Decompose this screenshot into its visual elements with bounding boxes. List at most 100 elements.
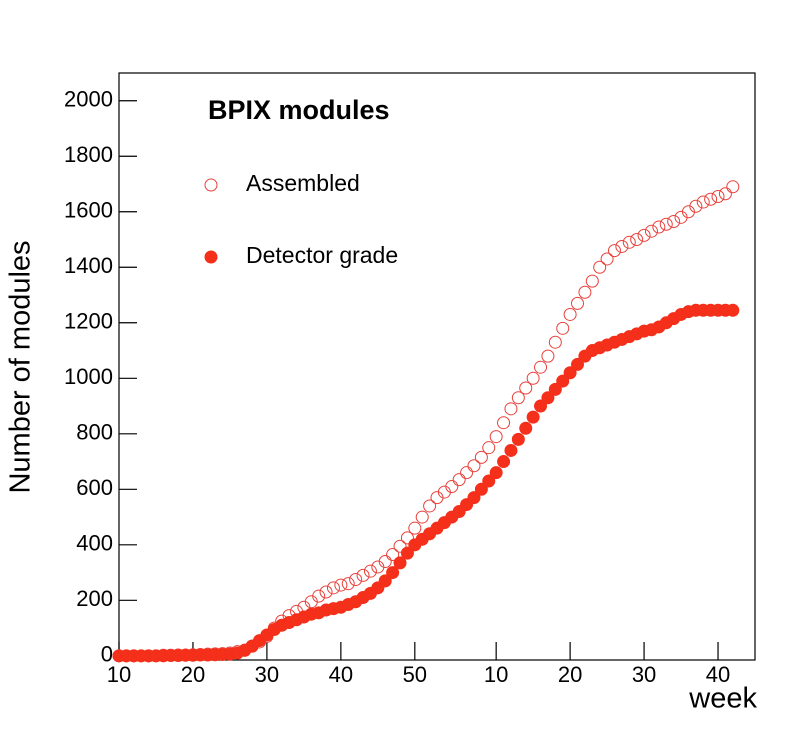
x-axis-label: week bbox=[688, 683, 757, 715]
marker bbox=[312, 589, 326, 603]
marker bbox=[541, 391, 555, 405]
marker bbox=[644, 224, 658, 238]
marker bbox=[393, 539, 407, 553]
marker bbox=[659, 217, 673, 231]
marker bbox=[652, 220, 666, 234]
marker bbox=[400, 546, 414, 560]
marker bbox=[460, 466, 474, 480]
marker bbox=[386, 566, 400, 580]
marker bbox=[334, 578, 348, 592]
marker bbox=[526, 371, 540, 385]
marker bbox=[667, 214, 681, 228]
marker bbox=[445, 480, 459, 494]
y-tick-label: 1800 bbox=[64, 142, 113, 167]
x-tick-label: 40 bbox=[329, 662, 353, 687]
marker bbox=[497, 416, 511, 430]
marker bbox=[571, 296, 585, 310]
y-tick-label: 0 bbox=[101, 642, 113, 667]
marker bbox=[489, 430, 503, 444]
y-tick-label: 800 bbox=[76, 420, 113, 445]
marker bbox=[519, 381, 533, 395]
y-tick-label: 400 bbox=[76, 531, 113, 556]
marker bbox=[467, 459, 481, 473]
marker bbox=[615, 239, 629, 253]
marker bbox=[718, 187, 732, 201]
marker bbox=[593, 260, 607, 274]
plot-frame bbox=[118, 72, 756, 661]
y-tick-label: 2000 bbox=[64, 87, 113, 112]
marker bbox=[504, 402, 518, 416]
marker bbox=[556, 374, 570, 388]
y-tick-label: 1200 bbox=[64, 309, 113, 334]
marker bbox=[482, 474, 496, 488]
marker bbox=[474, 482, 488, 496]
marker bbox=[541, 349, 555, 363]
marker bbox=[378, 554, 392, 568]
marker bbox=[519, 421, 533, 435]
marker bbox=[400, 531, 414, 545]
marker bbox=[341, 577, 355, 591]
x-tick-label: 20 bbox=[181, 662, 205, 687]
x-tick-label: 30 bbox=[632, 662, 656, 687]
marker bbox=[622, 235, 636, 249]
marker bbox=[526, 410, 540, 424]
y-tick-label: 1400 bbox=[64, 253, 113, 278]
marker bbox=[630, 233, 644, 247]
marker bbox=[423, 499, 437, 513]
marker bbox=[511, 391, 525, 405]
marker bbox=[534, 399, 548, 413]
marker bbox=[378, 574, 392, 588]
marker bbox=[637, 228, 651, 242]
x-tick-label: 10 bbox=[107, 662, 131, 687]
marker bbox=[511, 432, 525, 446]
x-tick-label: 10 bbox=[484, 662, 508, 687]
marker bbox=[556, 321, 570, 335]
legend-marker bbox=[204, 250, 218, 264]
marker bbox=[356, 568, 370, 582]
marker bbox=[548, 382, 562, 396]
y-tick-label: 1000 bbox=[64, 364, 113, 389]
legend-label: Detector grade bbox=[246, 242, 398, 268]
marker bbox=[408, 521, 422, 535]
marker bbox=[726, 180, 740, 194]
legend-marker bbox=[204, 178, 218, 192]
marker bbox=[393, 556, 407, 570]
marker bbox=[578, 285, 592, 299]
marker bbox=[415, 510, 429, 524]
marker bbox=[571, 357, 585, 371]
x-tick-label: 40 bbox=[706, 662, 730, 687]
marker bbox=[497, 455, 511, 469]
x-tick-label: 20 bbox=[558, 662, 582, 687]
marker bbox=[349, 573, 363, 587]
y-tick-label: 200 bbox=[76, 586, 113, 611]
marker bbox=[585, 274, 599, 288]
marker bbox=[326, 581, 340, 595]
marker bbox=[726, 303, 740, 317]
marker bbox=[704, 192, 718, 206]
marker bbox=[711, 190, 725, 204]
marker bbox=[467, 491, 481, 505]
y-axis-label: Number of modules bbox=[5, 240, 37, 493]
marker bbox=[452, 473, 466, 487]
marker bbox=[689, 199, 703, 213]
marker bbox=[319, 585, 333, 599]
marker bbox=[607, 244, 621, 258]
y-tick-label: 1600 bbox=[64, 198, 113, 223]
legend-label: Assembled bbox=[246, 170, 360, 196]
marker bbox=[386, 548, 400, 562]
marker bbox=[482, 441, 496, 455]
x-tick-label: 50 bbox=[403, 662, 427, 687]
marker bbox=[363, 564, 377, 578]
y-tick-label: 600 bbox=[76, 475, 113, 500]
marker bbox=[504, 443, 518, 457]
marker bbox=[534, 360, 548, 374]
chart-title: BPIX modules bbox=[208, 95, 390, 125]
marker bbox=[696, 195, 710, 209]
marker bbox=[474, 450, 488, 464]
marker bbox=[600, 252, 614, 266]
marker bbox=[563, 307, 577, 321]
marker bbox=[489, 466, 503, 480]
marker bbox=[563, 366, 577, 380]
